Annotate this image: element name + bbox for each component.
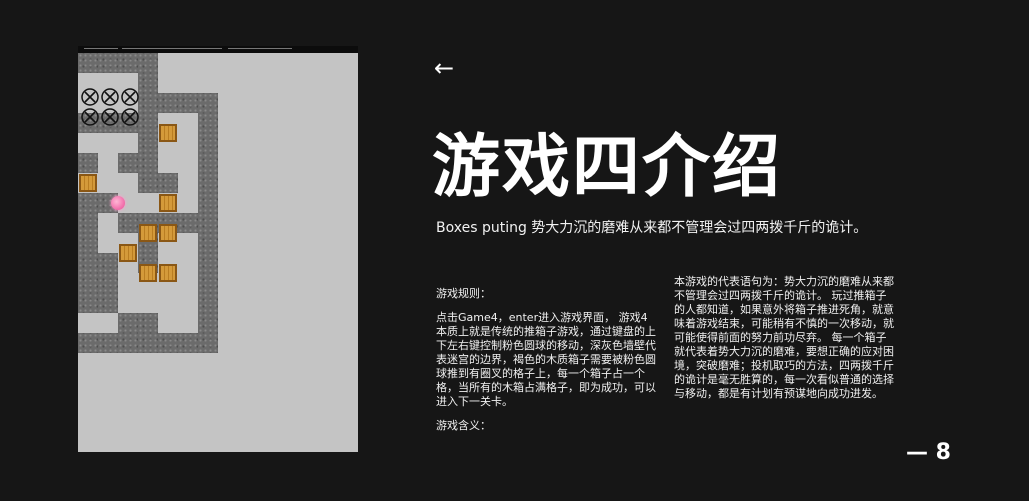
wall-tile (98, 333, 118, 353)
wall-tile (178, 93, 198, 113)
game-screenshot (78, 46, 358, 452)
wall-tile (118, 313, 138, 333)
wooden-box-icon (79, 174, 97, 192)
wooden-box-icon (159, 224, 177, 242)
wall-tile (198, 153, 218, 173)
wall-tile (138, 53, 158, 73)
wall-tile (198, 93, 218, 113)
game-window-bar (78, 46, 358, 53)
wall-tile (78, 293, 98, 313)
slide-title: 游戏四介绍 (432, 128, 783, 207)
arrow-left-icon[interactable]: ← (434, 54, 455, 82)
meaning-column: 本游戏的代表语句为：势大力沉的磨难从来都不管理会过四两拨千斤的诡计。 玩过推箱子… (674, 275, 896, 401)
wall-tile (138, 153, 158, 173)
wall-tile (198, 253, 218, 273)
wall-tile (118, 113, 138, 133)
wall-tile (118, 333, 138, 353)
wall-tile (178, 213, 198, 233)
wall-tile (118, 53, 138, 73)
wall-tile (138, 113, 158, 133)
wall-tile (198, 133, 218, 153)
wooden-box-icon (159, 194, 177, 212)
wall-tile (198, 313, 218, 333)
wooden-box-icon (139, 264, 157, 282)
goal-cross-icon (80, 107, 100, 127)
wall-tile (198, 293, 218, 313)
page-number: — 8 (906, 440, 951, 465)
wall-tile (198, 333, 218, 353)
rules-label: 游戏规则： (436, 287, 491, 300)
goal-cross-icon (120, 107, 140, 127)
meaning-text: 本游戏的代表语句为：势大力沉的磨难从来都不管理会过四两拨千斤的诡计。 玩过推箱子… (674, 275, 894, 400)
rules-column: 游戏规则： 点击Game4，enter进入游戏界面， 游戏4本质上就是传统的推箱… (436, 287, 658, 433)
wall-tile (78, 273, 98, 293)
wall-tile (118, 213, 138, 233)
wall-tile (118, 153, 138, 173)
wall-tile (158, 173, 178, 193)
wall-tile (138, 93, 158, 113)
meaning-label: 游戏含义： (436, 419, 491, 432)
wall-tile (78, 333, 98, 353)
wall-tile (198, 193, 218, 213)
wall-tile (78, 193, 98, 213)
wall-tile (98, 293, 118, 313)
wall-tile (98, 273, 118, 293)
wall-tile (138, 173, 158, 193)
wall-tile (198, 113, 218, 133)
wall-tile (198, 173, 218, 193)
wall-tile (198, 233, 218, 253)
wooden-box-icon (139, 224, 157, 242)
wall-tile (78, 233, 98, 253)
wooden-box-icon (159, 124, 177, 142)
wall-tile (98, 113, 118, 133)
wall-tile (138, 73, 158, 93)
wall-tile (138, 313, 158, 333)
wall-tile (98, 53, 118, 73)
goal-cross-icon (100, 87, 120, 107)
goal-cross-icon (120, 87, 140, 107)
wall-tile (138, 333, 158, 353)
wooden-box-icon (119, 244, 137, 262)
wall-tile (78, 213, 98, 233)
wall-tile (138, 133, 158, 153)
wall-tile (98, 253, 118, 273)
wooden-box-icon (159, 264, 177, 282)
wall-tile (198, 213, 218, 233)
rules-text: 点击Game4，enter进入游戏界面， 游戏4本质上就是传统的推箱子游戏，通过… (436, 311, 656, 408)
wall-tile (178, 333, 198, 353)
wall-tile (78, 53, 98, 73)
goal-cross-icon (80, 87, 100, 107)
pink-ball-icon (111, 196, 125, 210)
goal-cross-icon (100, 107, 120, 127)
wall-tile (198, 273, 218, 293)
wall-tile (78, 253, 98, 273)
wall-tile (78, 113, 98, 133)
wall-tile (158, 93, 178, 113)
slide-subtitle: Boxes puting 势大力沉的磨难从来都不管理会过四两拨千斤的诡计。 (436, 220, 868, 236)
wall-tile (78, 153, 98, 173)
wall-tile (158, 333, 178, 353)
